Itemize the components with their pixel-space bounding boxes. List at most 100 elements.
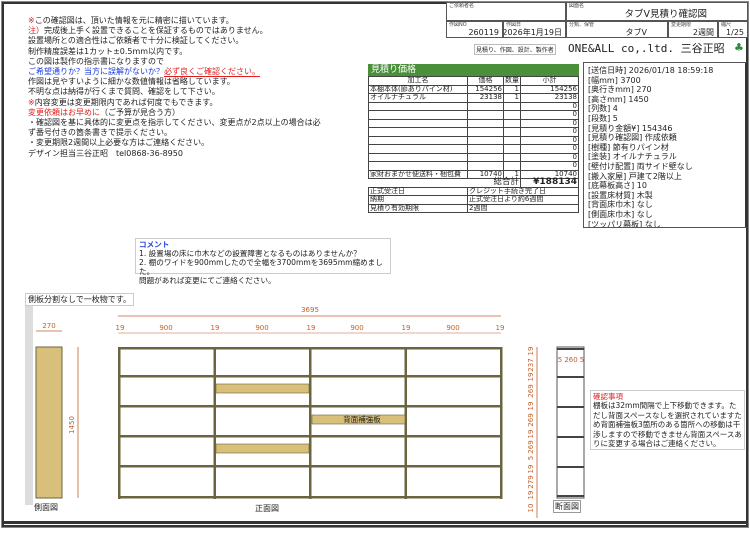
spec-line: [壁付け配置] 両サイド壁なし (588, 161, 693, 171)
section-height-dim: 237 (527, 358, 535, 371)
spec-line: [見積り金額¥] 154346 (588, 123, 673, 133)
section-shelf (557, 436, 584, 438)
spec-line: [側面床巾木] なし (588, 209, 653, 219)
note-line: ※この確認図は、頂いた情報を元に精密に描いています。 (28, 16, 318, 26)
note-text: この図は製作の指示書になりますので (28, 56, 164, 66)
margin-strip (25, 300, 33, 505)
note-line: 注）完成後上手く設置できることを保証するものではありません。 (28, 26, 318, 36)
note-prefix: ※ (28, 97, 35, 107)
section-height-dim: 19 (527, 347, 535, 356)
drawing-no: 260119 (468, 28, 499, 37)
category: タブV (625, 28, 647, 37)
spec-line: [高さmm] 1450 (588, 94, 649, 104)
width-dim: 900 (255, 324, 268, 332)
note-prefix: 注） (28, 26, 44, 36)
drawing-name-cell: 図面名 タブV見積り確認図 (566, 2, 748, 21)
section-height-dim: 10 (527, 504, 535, 513)
side-board (500, 347, 503, 499)
width-dim: 19 (116, 324, 125, 332)
section-shelf (557, 406, 584, 408)
side-panel-note: 側板分割なしで一枚物です。 (25, 293, 134, 306)
note-text: 制作精度誤差は1カット±0.5mm以内です。 (28, 46, 188, 56)
total-label: 総合計 (493, 177, 519, 187)
note-text: この確認図は、頂いた情報を元に精密に描いています。 (34, 16, 234, 25)
section-shelf (557, 466, 584, 468)
section-height-dim: 19 (527, 373, 535, 382)
category-label: 分類、保管 (569, 22, 595, 28)
drawing-no-cell: 作図NO 260119 (446, 21, 503, 38)
total-width-dim: 3695 (301, 306, 319, 314)
spec-line: [列数] 4 (588, 104, 618, 114)
back-reinforcement-board (215, 383, 310, 394)
spec-line: [奥行きmm] 270 (588, 85, 652, 95)
section-height-dim: 269 (527, 440, 535, 453)
deadline-label: 変更期限 (671, 22, 692, 28)
section-depth-dim: 260 (564, 356, 577, 364)
section-shelf (557, 348, 584, 350)
side-board (404, 347, 407, 499)
width-dim: 19 (402, 324, 411, 332)
section-height-dim: 279 (527, 475, 535, 488)
note-text: 内容変更は変更期限内であれば何度でもできます。 (34, 97, 218, 107)
note-line: ・確認図を基に具体的に変更点を指示してください、変更点が2点以上の場合は必 (28, 118, 321, 128)
date-label: 作図日 (506, 22, 522, 28)
price-table: 見積り価格 加工名 価格 数量 小計 本棚本体(節ありパイン材) 154256 1 15425… (368, 64, 579, 213)
comment-line: 問題があれば変更にてご連絡ください。 (139, 276, 276, 285)
title-block: ご依頼者名 図面名 タブV見積り確認図 作図NO 260119 作図日 2026年1月… (418, 2, 748, 56)
date: 2026年1月19日 (503, 28, 562, 37)
note-text: 完成後上手く設置できることを保証するものではありません。 (44, 26, 268, 36)
note-line: 変更依頼はお早めに（ご予算が見合う方） (28, 108, 318, 118)
spec-line: [ツッパリ幕板] なし (588, 219, 661, 228)
height-dim: 1450 (68, 416, 76, 434)
section-gap-dim: 5 (558, 356, 562, 364)
client-label: ご依頼者名 (449, 3, 475, 9)
confirm-box: 確認事項 棚板は32mm間隔で上下移動できます。ただし背面スペースなしを選択され… (590, 390, 745, 451)
scale-label: 縮尺 (721, 22, 732, 28)
client-cell: ご依頼者名 (446, 2, 566, 21)
section-gap-dim: 5 (580, 356, 584, 364)
comment-title: コメント (139, 240, 170, 249)
side-panel (35, 346, 63, 499)
confirm-text: 棚板は32mm間隔で上下移動できます。ただし背面スペースなしを選択されていますた… (593, 401, 742, 449)
note-line: ご希望通りか？当方に誤解がないか？必ず良くご確認ください。 (28, 67, 318, 78)
company-logo-icon: ♣ (734, 41, 744, 54)
section-height-dim: 269 (527, 413, 535, 426)
spec-line: [送信日時] 2026/01/18 18:59:18 (588, 66, 714, 75)
spec-line: [幅mm] 3700 (588, 75, 641, 85)
section-height-dim: 19 (527, 402, 535, 411)
info-value: 2週間 (467, 203, 579, 213)
note-text: 設置場所との適合性はご依頼者で十分に検証してください。 (28, 36, 244, 46)
company-name: ONE&ALL co,.ltd. 三谷正昭 (568, 42, 725, 55)
maker-label: 見積り、作図、設計、製作者 (474, 44, 556, 55)
section-view-label: 断面図 (553, 500, 581, 513)
spec-line: [樹種] 節有りパイン材 (588, 142, 669, 152)
note-text: ・変更期限2週間以上必要な方はご連絡ください。 (28, 138, 210, 148)
note-line: ・変更期限2週間以上必要な方はご連絡ください。 (28, 138, 318, 148)
spec-line: [底幕板高さ] 10 (588, 181, 647, 191)
note-line: この図は製作の指示書になりますので (28, 57, 318, 67)
section-height-dim: 19 (527, 430, 535, 439)
spec-line: [段数] 5 (588, 113, 618, 123)
scale: 1/25 (726, 28, 744, 37)
price-title: 見積り価格 (368, 64, 579, 76)
note-text: （ご予算が見合う方） (100, 107, 180, 117)
date-cell: 作図日 2026年1月19日 (503, 21, 566, 38)
side-board (309, 347, 312, 499)
spec-line: [設置床材質] 木製 (588, 190, 653, 200)
section-height-dim: 5 (527, 456, 535, 460)
note-line: デザイン担当三谷正昭 tel0868-36-8950 (28, 149, 318, 159)
note-text: デザイン担当三谷正昭 tel0868-36-8950 (28, 148, 183, 158)
spec-line: [見積り確認図] 作成依頼 (588, 133, 677, 143)
info-row: 見積り有効期限 2週間 (368, 203, 579, 213)
deadline-cell: 変更期限 2週間 (668, 21, 718, 38)
confirm-title: 確認事項 (593, 392, 623, 401)
section-outline (556, 346, 585, 499)
section-height-dim: 19 (527, 491, 535, 500)
note-line: ず番号付きの箇条書きで提示ください。 (28, 128, 318, 138)
side-view-label: 側面図 (34, 503, 58, 512)
drawing-no-label: 作図NO (449, 22, 467, 28)
width-dim: 19 (211, 324, 220, 332)
note-text: ・確認図を基に具体的に変更点を指示してください、変更点が2点以上の場合は必 (28, 118, 321, 128)
drawing-name-label: 図面名 (569, 3, 585, 9)
